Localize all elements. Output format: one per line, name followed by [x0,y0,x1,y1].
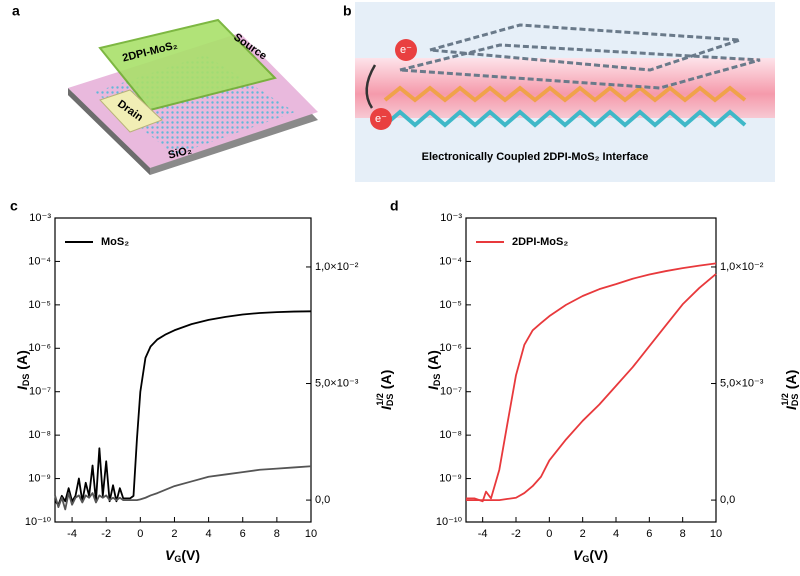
interface-band [355,58,775,118]
electron-label: e⁻ [375,113,387,125]
y-tick-label: 10⁻⁴ [439,255,462,267]
label-sup: 1/2 [780,393,790,406]
drain-pad [99,89,163,133]
mos2-bottom [383,109,747,128]
y-tick-label: 10⁻³ [29,212,51,224]
y-tick-label: 10⁻⁷ [440,386,462,398]
label-rest: (A) [425,350,441,373]
transfer-arrow [365,64,377,109]
y-tick-label: 10⁻⁷ [29,386,51,398]
legend-label: 2DPI-MoS₂ [512,236,568,248]
label-main: I [783,405,799,410]
x-tick-label: 6 [240,528,246,540]
x-tick-label: -4 [478,528,488,540]
axis-label: IDS1/2 (A) [375,370,395,410]
x-tick-label: 10 [305,528,317,540]
label-sub: G [582,554,589,564]
y-tick-label: 10⁻⁵ [439,299,462,311]
x-tick-label: -2 [511,528,521,540]
x-tick-label: 4 [206,528,212,540]
x-tick-label: 10 [710,528,722,540]
x-tick-label: 0 [546,528,552,540]
x-tick-label: 2 [171,528,177,540]
y-tick-label: 10⁻⁹ [28,472,51,484]
x-tick-label: -2 [101,528,111,540]
label-sup: 1/2 [375,393,385,406]
label-main: V [165,547,176,563]
axis-label: IDS (A) [14,350,32,390]
2dpi-sheet [399,43,761,90]
x-tick-label: 8 [274,528,280,540]
label-sub: DS [790,394,800,407]
x-tick-label: -4 [67,528,77,540]
axis-label: VG(V) [573,547,608,565]
substrate-edge [68,88,150,175]
series-line [466,273,717,501]
y-tick-label: 10⁻¹⁰ [436,516,463,528]
y-tick-label: 10⁻³ [440,212,462,224]
y2-tick-label: 1,0×10⁻² [315,261,359,273]
label-sub: DS [385,394,395,407]
label-sub: DS [21,374,31,387]
label-main: I [14,385,30,390]
x-tick-label: 8 [680,528,686,540]
panel-label: a [12,3,20,19]
panel-label: d [390,198,399,214]
y-tick-label: 10⁻⁴ [28,255,51,267]
label-rest: (V) [589,547,608,563]
y-tick-label: 10⁻¹⁰ [25,516,52,528]
y2-tick-label: 0,0 [720,494,735,506]
panel-label: b [343,3,352,19]
label-main: I [378,405,394,410]
y2-tick-label: 0,0 [315,494,330,506]
2dpi-sheet [98,18,277,112]
mos2-top [383,85,747,103]
y-tick-label: 10⁻⁶ [28,342,51,354]
y-tick-label: 10⁻⁸ [28,429,51,441]
substrate-label: SiO₂ [167,144,193,161]
label-rest: (A) [14,350,30,373]
series-line [54,310,312,506]
x-tick-label: 2 [580,528,586,540]
label-rest: (A) [378,370,394,393]
axis-label: IDS1/2 (A) [780,370,800,410]
label-main: I [425,385,441,390]
y-tick-label: 10⁻⁵ [28,299,51,311]
panel-b: b e⁻ e⁻ Electronically Coupled 2DPI-MoS₂… [343,2,775,182]
x-tick-label: 6 [646,528,652,540]
label-main: V [573,547,584,563]
label-sub: DS [432,374,442,387]
series-line [466,262,717,503]
panel-label: c [10,198,18,214]
label-sub: G [174,554,181,564]
axis-label: VG(V) [165,547,200,565]
y-tick-label: 10⁻⁶ [439,342,462,354]
series-line [54,465,312,511]
panel-a: a 2DPI-MoS₂ Source Drain SiO₂ [12,3,318,175]
label-rest: (A) [783,370,799,393]
y-tick-label: 10⁻⁸ [439,429,462,441]
legend-label: MoS₂ [101,236,129,248]
y2-tick-label: 5,0×10⁻³ [315,377,359,389]
x-tick-label: 4 [613,528,619,540]
electron [395,39,417,61]
x-tick-label: 0 [137,528,143,540]
2dpi-sheet [429,23,741,72]
electron [370,108,392,130]
axis-label: IDS (A) [425,350,443,390]
electron-label: e⁻ [400,44,412,56]
caption: Electronically Coupled 2DPI-MoS₂ Interfa… [422,151,649,163]
y2-tick-label: 1,0×10⁻² [720,261,764,273]
plot-frame [465,217,717,523]
label-rest: (V) [181,547,200,563]
y2-tick-label: 5,0×10⁻³ [720,377,764,389]
plot-frame [54,217,312,523]
y-tick-label: 10⁻⁹ [439,472,462,484]
